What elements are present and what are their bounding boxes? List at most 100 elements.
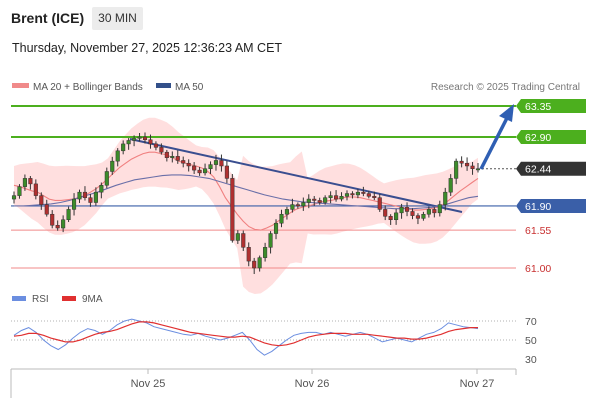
candle-body bbox=[110, 160, 115, 172]
candle-body bbox=[394, 212, 399, 220]
candle-body bbox=[11, 195, 17, 200]
level-tag-62.44 bbox=[516, 161, 586, 176]
candle-body bbox=[186, 162, 191, 167]
trendline bbox=[129, 138, 463, 213]
candle-body bbox=[355, 191, 360, 196]
rsi-tick-30: 30 bbox=[525, 354, 537, 366]
ma20-line bbox=[13, 151, 479, 231]
rsi-legend-label: RSI bbox=[32, 294, 49, 305]
candle-body bbox=[443, 191, 448, 205]
rsi-ma-legend-label: 9MA bbox=[82, 294, 103, 305]
candle-body bbox=[465, 162, 470, 167]
candle-body bbox=[235, 233, 240, 241]
candle-body bbox=[203, 168, 208, 174]
candle-body bbox=[159, 147, 164, 153]
candle-body bbox=[224, 165, 229, 179]
candle-body bbox=[219, 160, 224, 167]
candle-body bbox=[50, 213, 55, 226]
level-tag-63.35 bbox=[516, 99, 586, 113]
candle-body bbox=[164, 151, 169, 158]
candle-body bbox=[268, 233, 273, 248]
candle-body bbox=[71, 198, 77, 210]
ma50-legend-swatch bbox=[156, 83, 171, 88]
candle-body bbox=[142, 136, 148, 141]
interval-badge[interactable]: 30 MIN bbox=[92, 7, 143, 30]
candle-body bbox=[426, 209, 431, 215]
rsi-lines bbox=[13, 318, 479, 356]
chart-header: Brent (ICE) 30 MIN bbox=[0, 0, 590, 36]
candle-body bbox=[388, 216, 393, 220]
x-tick-label: Nov 27 bbox=[460, 378, 495, 390]
ma20-legend-swatch bbox=[12, 83, 29, 88]
candle-body bbox=[230, 178, 235, 241]
candle-body bbox=[328, 195, 333, 198]
x-tick-label: Nov 25 bbox=[131, 378, 166, 390]
candle-body bbox=[44, 204, 49, 215]
level-label-62.44: 62.44 bbox=[525, 164, 551, 176]
level-tag-62.90 bbox=[516, 130, 586, 145]
candle-body bbox=[55, 225, 60, 229]
candle-body bbox=[208, 164, 213, 169]
candle-body bbox=[170, 156, 175, 158]
rsi-ma-legend-swatch bbox=[62, 296, 76, 301]
candle-body bbox=[279, 213, 284, 224]
level-label-61.55: 61.55 bbox=[525, 225, 551, 237]
rsi-tick-70: 70 bbox=[525, 316, 537, 328]
candle-body bbox=[273, 222, 279, 234]
candle-body bbox=[301, 202, 306, 207]
arrow-head bbox=[499, 104, 514, 122]
level-tag-61.90 bbox=[516, 198, 586, 213]
rsi-tick-50: 50 bbox=[525, 335, 537, 347]
ma20-legend-label: MA 20 + Bollinger Bands bbox=[33, 82, 143, 93]
x-tick-label: Nov 26 bbox=[295, 378, 330, 390]
candle-body bbox=[410, 211, 415, 216]
candle-body bbox=[241, 233, 246, 248]
rsi-ma-line bbox=[13, 321, 478, 347]
level-label-63.35: 63.35 bbox=[525, 101, 551, 113]
candle-body bbox=[99, 185, 104, 193]
level-label-61.00: 61.00 bbox=[525, 263, 551, 275]
candle-body bbox=[306, 198, 311, 203]
candles bbox=[11, 132, 481, 275]
candle-body bbox=[317, 200, 322, 203]
candle-body bbox=[121, 143, 126, 152]
candle-body bbox=[137, 136, 142, 139]
copyright: Research © 2025 Trading Central bbox=[431, 82, 580, 93]
candle-body bbox=[334, 195, 339, 200]
candle-body bbox=[28, 178, 33, 185]
candle-body bbox=[295, 204, 300, 207]
candle-body bbox=[192, 165, 197, 171]
candle-body bbox=[448, 178, 453, 193]
candle-body bbox=[350, 193, 355, 196]
candle-body bbox=[339, 196, 344, 200]
candle-body bbox=[61, 219, 66, 229]
candle-body bbox=[88, 197, 93, 203]
candle-body bbox=[148, 139, 153, 145]
candle-body bbox=[126, 140, 131, 145]
candle-body bbox=[437, 204, 442, 214]
level-label-62.90: 62.90 bbox=[525, 132, 551, 144]
level-label-61.90: 61.90 bbox=[525, 201, 551, 213]
candle-body bbox=[312, 198, 317, 201]
candle-body bbox=[432, 209, 437, 214]
candle-body bbox=[475, 168, 481, 171]
candle-body bbox=[377, 197, 382, 210]
candle-body bbox=[415, 215, 421, 219]
candle-body bbox=[181, 160, 186, 164]
candle-body bbox=[175, 156, 180, 161]
target-arrow bbox=[479, 104, 514, 170]
instrument-title: Brent (ICE) bbox=[11, 10, 85, 26]
candle-body bbox=[22, 178, 27, 187]
candle-body bbox=[383, 209, 388, 217]
rsi-legend-swatch bbox=[12, 296, 26, 301]
candle-body bbox=[323, 197, 328, 203]
level-labels: 63.35 62.90 62.44 61.90 61.55 61.00 bbox=[516, 99, 586, 275]
candle-body bbox=[284, 209, 289, 215]
candle-body bbox=[470, 165, 475, 169]
arrow-shaft bbox=[479, 117, 509, 170]
candle-body bbox=[93, 191, 98, 203]
candle-body bbox=[213, 160, 219, 165]
candle-body bbox=[132, 138, 137, 141]
candle-body bbox=[257, 257, 262, 269]
